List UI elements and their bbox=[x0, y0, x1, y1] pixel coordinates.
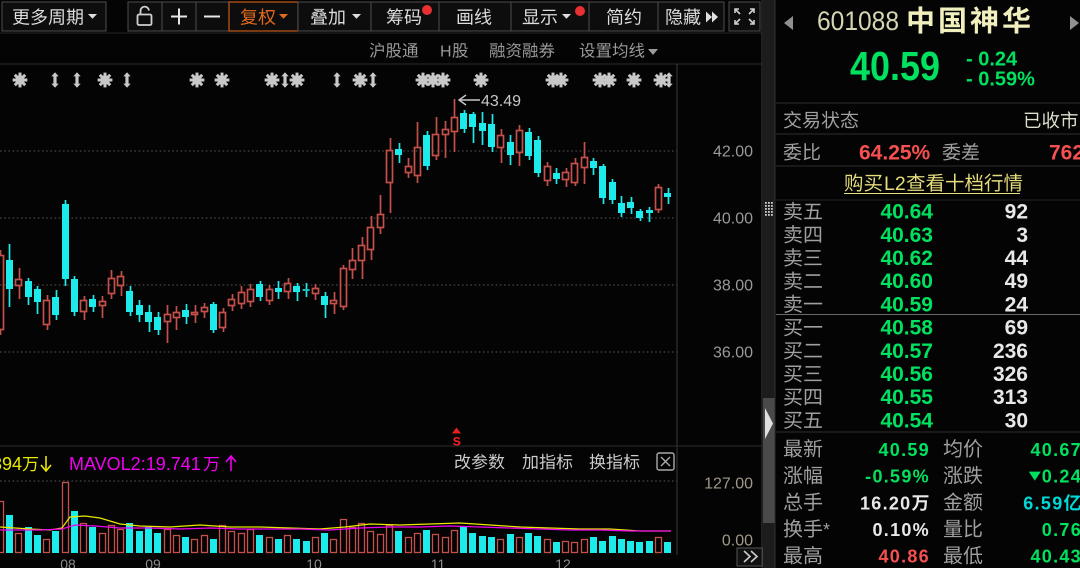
svg-text:49: 49 bbox=[1005, 270, 1028, 293]
svg-text:40.56: 40.56 bbox=[880, 363, 933, 386]
svg-text:s: s bbox=[453, 433, 462, 450]
svg-text:16.20: 16.20 bbox=[860, 493, 912, 513]
svg-text:127.00: 127.00 bbox=[704, 476, 753, 493]
svg-text:24: 24 bbox=[1005, 293, 1029, 316]
svg-text:40.60: 40.60 bbox=[880, 270, 933, 293]
svg-text:43.49: 43.49 bbox=[481, 93, 521, 110]
svg-text:601088: 601088 bbox=[817, 6, 899, 36]
svg-text:40.55: 40.55 bbox=[880, 386, 933, 409]
svg-text:11: 11 bbox=[431, 556, 446, 568]
svg-text:762: 762 bbox=[1049, 142, 1080, 165]
svg-text:L2: L2 bbox=[884, 173, 906, 195]
svg-text:42.00: 42.00 bbox=[713, 144, 753, 161]
svg-text:40.62: 40.62 bbox=[880, 247, 933, 270]
svg-text:H: H bbox=[440, 44, 452, 61]
svg-text:44: 44 bbox=[1005, 247, 1029, 270]
svg-text:40.59: 40.59 bbox=[878, 440, 930, 460]
svg-text:MAVOL2:19.741: MAVOL2:19.741 bbox=[69, 454, 201, 474]
svg-text:08: 08 bbox=[60, 556, 76, 568]
svg-text:6.59: 6.59 bbox=[1023, 493, 1063, 513]
svg-text:236: 236 bbox=[993, 340, 1028, 363]
svg-text:64.25%: 64.25% bbox=[859, 142, 931, 165]
svg-text:40.59: 40.59 bbox=[850, 43, 940, 89]
svg-text:- 0.59%: - 0.59% bbox=[966, 69, 1035, 91]
svg-text:38.00: 38.00 bbox=[713, 278, 753, 295]
svg-text:30: 30 bbox=[1005, 409, 1028, 432]
svg-text:394: 394 bbox=[0, 454, 22, 474]
svg-text:40.00: 40.00 bbox=[713, 211, 753, 228]
svg-text:313: 313 bbox=[993, 386, 1028, 409]
svg-text:69: 69 bbox=[1005, 317, 1028, 340]
svg-text:36.00: 36.00 bbox=[713, 345, 753, 362]
svg-text:40.86: 40.86 bbox=[878, 547, 930, 567]
svg-text:10: 10 bbox=[306, 556, 322, 568]
svg-text:*: * bbox=[823, 520, 830, 540]
svg-text:09: 09 bbox=[145, 556, 161, 568]
svg-text:40.63: 40.63 bbox=[880, 224, 933, 247]
svg-text:40.59: 40.59 bbox=[880, 293, 933, 316]
svg-text:326: 326 bbox=[993, 363, 1028, 386]
svg-text:0.00: 0.00 bbox=[722, 533, 753, 550]
svg-text:40.64: 40.64 bbox=[880, 201, 933, 224]
svg-text:40.54: 40.54 bbox=[880, 409, 933, 432]
svg-text:0.10%: 0.10% bbox=[872, 520, 930, 540]
svg-text:- 0.24: - 0.24 bbox=[966, 49, 1018, 71]
svg-text:-0.59%: -0.59% bbox=[865, 467, 930, 487]
svg-text:40.43: 40.43 bbox=[1030, 547, 1080, 567]
svg-text:12: 12 bbox=[555, 556, 571, 568]
svg-text:40.58: 40.58 bbox=[880, 317, 933, 340]
svg-text:40.57: 40.57 bbox=[880, 340, 933, 363]
svg-text:0.76: 0.76 bbox=[1042, 520, 1080, 540]
svg-text:92: 92 bbox=[1005, 201, 1028, 224]
svg-text:3: 3 bbox=[1016, 224, 1028, 247]
svg-text:40.67: 40.67 bbox=[1030, 440, 1080, 460]
svg-text:0.24: 0.24 bbox=[1042, 467, 1080, 487]
